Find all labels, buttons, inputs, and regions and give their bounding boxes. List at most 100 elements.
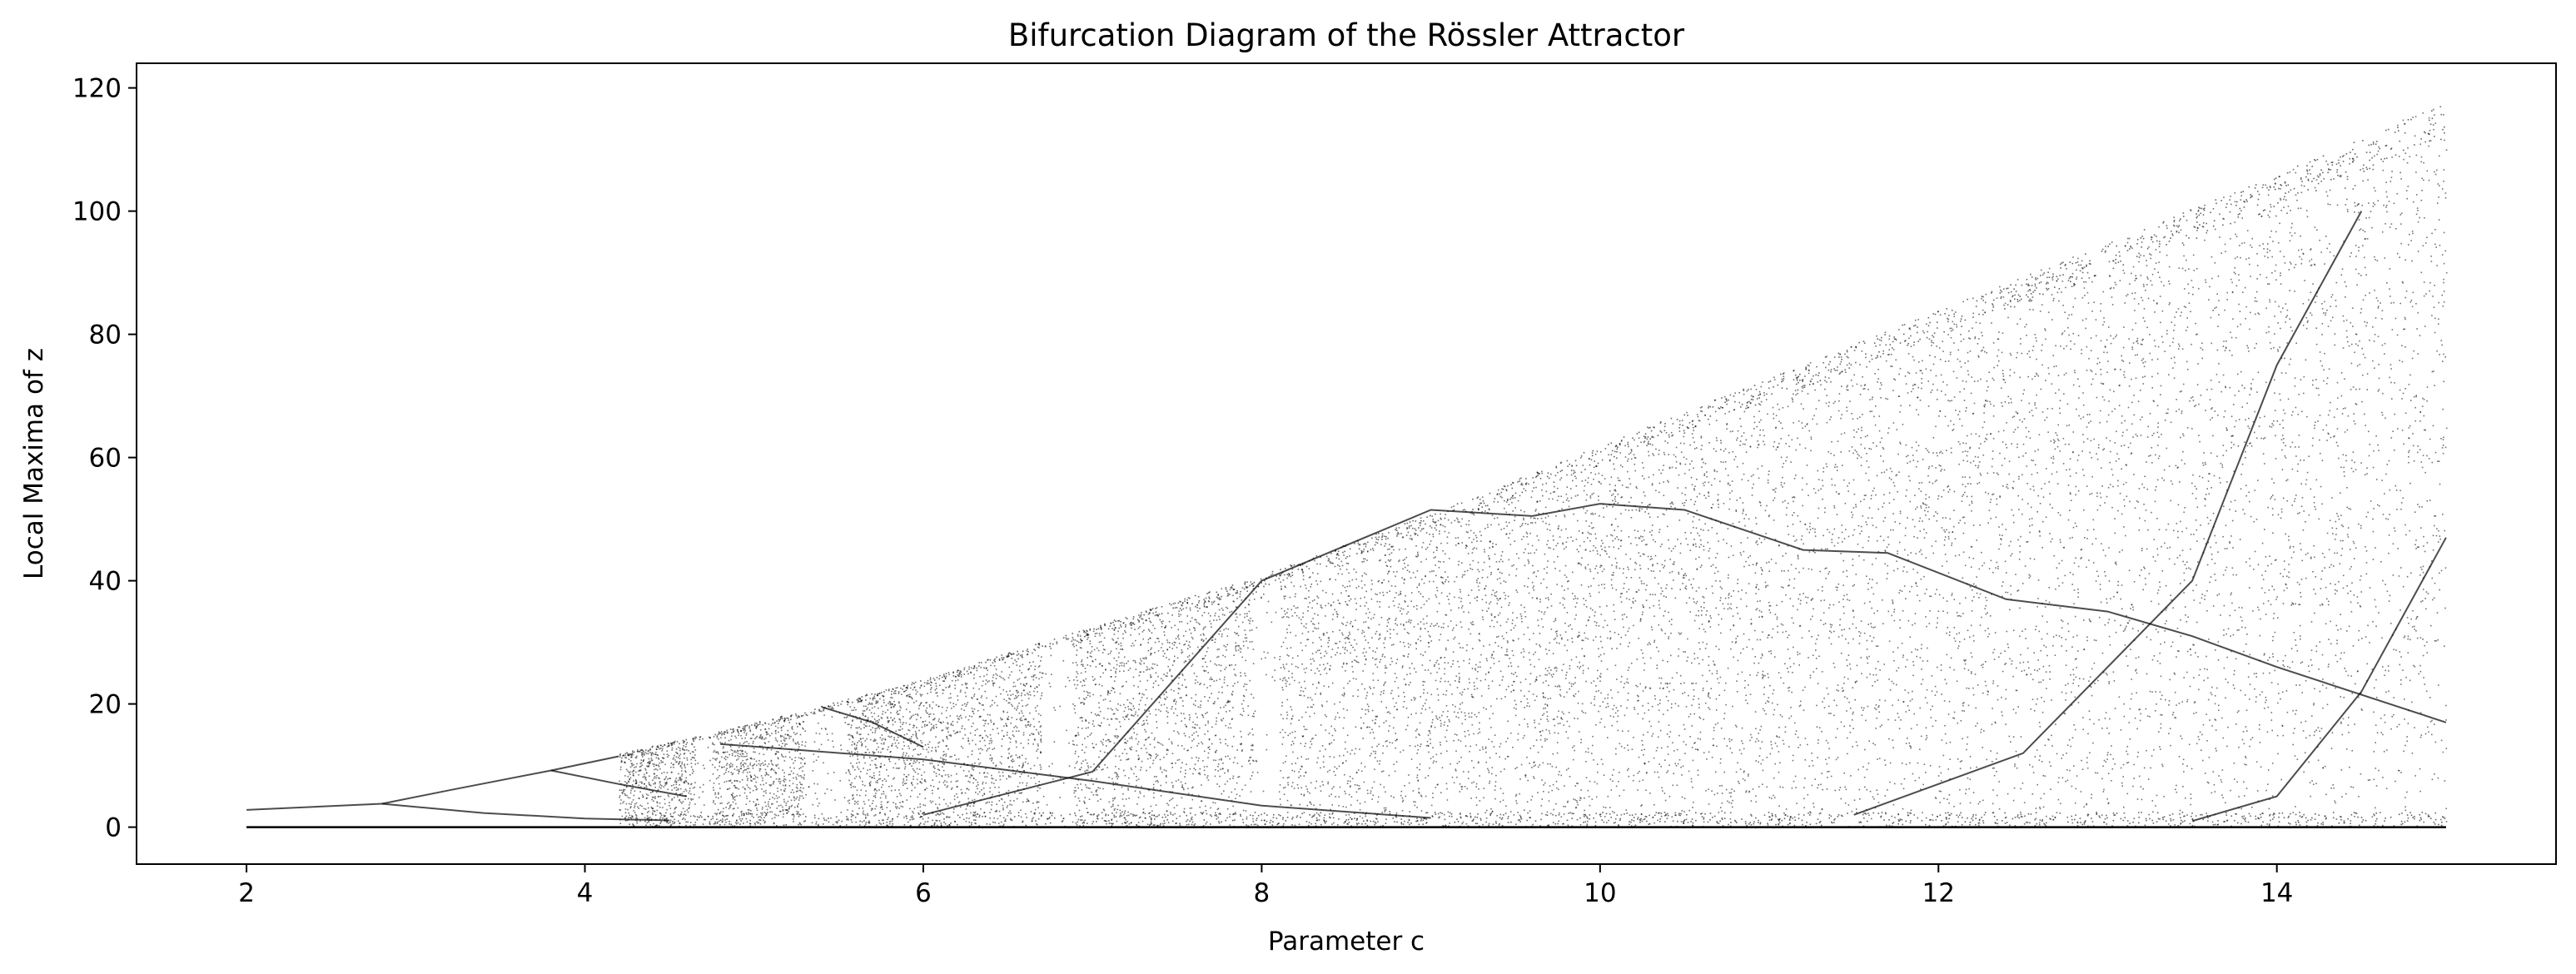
scatter-point [936,751,937,753]
scatter-point [631,788,633,790]
scatter-point [2407,576,2409,578]
scatter-point [2034,375,2036,377]
scatter-point [2158,226,2160,228]
scatter-point [2438,302,2439,304]
scatter-point [1516,803,1518,804]
scatter-point [2086,370,2088,371]
scatter-point [1160,759,1161,761]
scatter-point [1807,744,1808,746]
scatter-point [801,716,803,718]
scatter-point [2362,245,2364,246]
scatter-point [941,822,942,824]
scatter-point [2255,343,2257,345]
scatter-point [1404,678,1405,680]
scatter-point [1438,626,1440,628]
scatter-point [2327,196,2329,197]
scatter-point [2288,536,2290,538]
scatter-point [1773,446,1774,448]
scatter-point [1955,311,1957,313]
scatter-point [2375,768,2377,769]
scatter-point [2161,723,2162,725]
scatter-point [1600,483,1602,485]
scatter-point [2068,485,2070,486]
scatter-point [1337,564,1339,566]
scatter-point [752,816,753,817]
scatter-point [1473,560,1474,562]
scatter-point [1827,466,1828,468]
scatter-point [1798,572,1800,574]
scatter-point [1759,823,1761,825]
scatter-point [1872,399,1873,400]
scatter-point [1610,689,1612,691]
scatter-point [1365,613,1367,614]
scatter-point [2301,505,2303,507]
scatter-point [2203,680,2205,682]
scatter-point [1701,449,1703,450]
scatter-point [738,773,739,775]
scatter-point [2318,668,2320,670]
scatter-point [1946,633,1947,634]
scatter-point [2226,657,2228,658]
scatter-point [1438,561,1440,563]
scatter-point [652,814,654,816]
scatter-point [2400,214,2402,216]
scatter-point [668,822,669,824]
scatter-point [2196,815,2197,817]
scatter-point [1599,554,1601,556]
scatter-point [848,723,850,725]
scatter-point [1604,653,1605,655]
scatter-point [1666,509,1668,511]
scatter-point [2053,298,2055,300]
scatter-point [2181,460,2183,461]
scatter-point [724,767,725,768]
scatter-point [1518,666,1519,668]
scatter-point [2066,664,2067,666]
scatter-point [1360,728,1362,729]
scatter-point [1037,748,1039,750]
scatter-point [1102,739,1104,741]
scatter-point [972,750,973,752]
scatter-point [1022,720,1023,722]
scatter-point [1591,528,1593,529]
scatter-point [1216,723,1217,725]
scatter-point [2352,307,2354,309]
scatter-point [1141,724,1143,726]
scatter-point [1436,718,1438,719]
scatter-point [916,727,918,728]
scatter-point [659,783,661,784]
scatter-point [1883,663,1885,665]
scatter-point [1320,664,1321,666]
scatter-point [1160,767,1161,768]
scatter-point [2031,524,2033,526]
scatter-point [805,794,807,796]
scatter-point [645,779,647,781]
scatter-point [1831,632,1833,634]
scatter-point [2335,345,2336,346]
scatter-point [1859,789,1861,791]
scatter-point [1076,688,1077,689]
scatter-point [2273,420,2275,422]
scatter-point [1594,782,1596,783]
scatter-point [1451,507,1453,509]
scatter-point [1087,774,1089,776]
scatter-point [652,797,654,798]
scatter-point [658,796,659,798]
scatter-point [1668,539,1669,541]
scatter-point [1885,700,1887,702]
scatter-point [1370,753,1372,755]
scatter-point [681,803,683,804]
scatter-point [1673,750,1675,752]
scatter-point [1989,401,1991,403]
scatter-point [1913,345,1915,346]
scatter-point [1211,743,1213,745]
scatter-point [1435,680,1437,682]
scatter-point [2400,772,2402,773]
scatter-point [2113,672,2115,673]
scatter-point [732,755,734,757]
scatter-point [734,750,736,752]
scatter-point [2253,569,2255,570]
scatter-point [1755,741,1757,743]
scatter-point [1702,816,1703,817]
scatter-point [1520,509,1522,511]
scatter-point [1076,662,1077,663]
